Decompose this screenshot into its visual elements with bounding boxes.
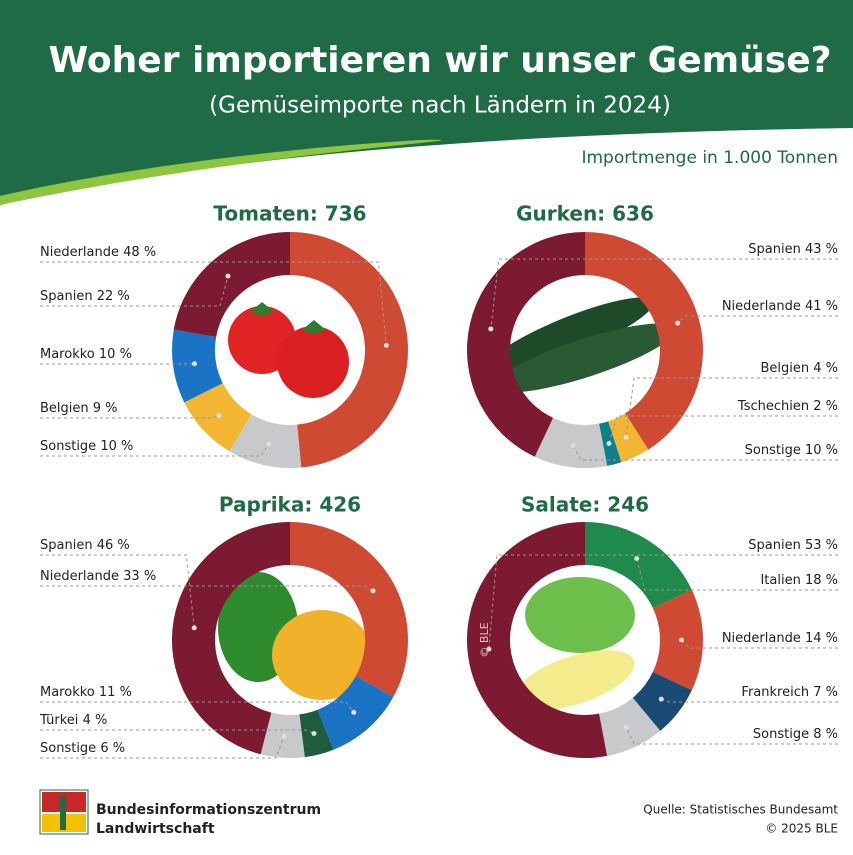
slice-label: Spanien 22 % <box>40 289 130 304</box>
value-label: 18 % <box>805 573 838 588</box>
leader-dot <box>634 556 639 561</box>
category-label: Niederlande <box>40 569 119 584</box>
leader-dot <box>192 625 197 630</box>
category-label: Niederlande <box>40 245 119 260</box>
category-label: Marokko <box>40 685 95 700</box>
value-label: 33 % <box>123 569 156 584</box>
org-line: Bundesinformationszentrum <box>96 802 321 818</box>
leader-dot <box>675 321 680 326</box>
value-label: 10 % <box>99 347 132 362</box>
category-label: Italien <box>760 573 800 588</box>
leader-line <box>40 555 194 628</box>
value-label: 10 % <box>100 439 133 454</box>
leader-dot <box>570 443 575 448</box>
category-label: Spanien <box>40 289 93 304</box>
title: Woher importieren wir unser Gemüse? <box>49 40 832 81</box>
slice-label: Belgien 9 % <box>40 401 118 416</box>
value-label: 8 % <box>813 727 838 742</box>
unit-note: Importmenge in 1.000 Tonnen <box>581 148 838 168</box>
leader-dot <box>624 435 629 440</box>
slice-label: Niederlande 14 % <box>722 631 838 646</box>
leader-dot <box>281 734 286 739</box>
slice-label: Sonstige 10 % <box>745 443 838 458</box>
slice-label: Frankreich 7 % <box>741 685 838 700</box>
value-label: 14 % <box>805 631 838 646</box>
value-label: 2 % <box>813 399 838 414</box>
value-label: 48 % <box>123 245 156 260</box>
category-label: Belgien <box>760 361 809 376</box>
slice-label: Marokko 11 % <box>40 685 132 700</box>
value-label: 41 % <box>805 299 838 314</box>
value-label: 4 % <box>83 713 108 728</box>
value-label: 22 % <box>97 289 130 304</box>
slice-label: Belgien 4 % <box>760 361 838 376</box>
leader-dot <box>371 588 376 593</box>
subtitle: (Gemüseimporte nach Ländern in 2024) <box>209 93 671 119</box>
leader-dot <box>225 274 230 279</box>
value-label: 11 % <box>99 685 132 700</box>
category-label: Niederlande <box>722 299 801 314</box>
value-label: 10 % <box>805 443 838 458</box>
leader-line <box>678 316 838 323</box>
leader-line <box>661 699 838 702</box>
source: Quelle: Statistisches Bundesamt <box>643 803 838 817</box>
category-label: Sonstige <box>40 741 96 756</box>
slice-label: Türkei 4 % <box>39 713 107 728</box>
category-label: Belgien <box>40 401 89 416</box>
category-label: Spanien <box>40 538 93 553</box>
category-label: Tschechien <box>737 399 809 414</box>
org-line: Landwirtschaft <box>96 821 215 837</box>
category-label: Marokko <box>40 347 95 362</box>
slice-label: Spanien 53 % <box>748 538 838 553</box>
slice-label: Tschechien 2 % <box>737 399 838 414</box>
value-label: 46 % <box>97 538 130 553</box>
slice-label: Niederlande 33 % <box>40 569 156 584</box>
category-label: Spanien <box>748 538 801 553</box>
leader-dot <box>311 731 316 736</box>
leader-dot <box>488 326 493 331</box>
category-label: Frankreich <box>741 685 809 700</box>
watermark: © BLE <box>478 622 491 657</box>
leader-dot <box>384 343 389 348</box>
category-label: Sonstige <box>40 439 96 454</box>
leader-dot <box>659 697 664 702</box>
slice-label: Niederlande 41 % <box>722 299 838 314</box>
slice-label: Niederlande 48 % <box>40 245 156 260</box>
value-label: 9 % <box>93 401 118 416</box>
slice <box>653 590 703 690</box>
leader-dot <box>624 725 629 730</box>
category-label: Sonstige <box>753 727 809 742</box>
slice-label: Marokko 10 % <box>40 347 132 362</box>
logo <box>40 790 88 834</box>
value-label: 43 % <box>805 242 838 257</box>
slice-label: Sonstige 8 % <box>753 727 838 742</box>
value-label: 7 % <box>813 685 838 700</box>
leader-dot <box>606 441 611 446</box>
chart-title: Tomaten: 736 <box>213 202 366 226</box>
leader-dot <box>679 638 684 643</box>
slice-label: Sonstige 10 % <box>40 439 133 454</box>
chart-title: Salate: 246 <box>521 493 649 517</box>
category-label: Sonstige <box>745 443 801 458</box>
infographic: Woher importieren wir unser Gemüse? (Gem… <box>0 0 853 855</box>
chart-title: Paprika: 426 <box>219 493 361 517</box>
category-label: Türkei <box>39 713 78 728</box>
chart-title: Gurken: 636 <box>516 202 654 226</box>
value-label: 6 % <box>100 741 125 756</box>
slice-label: Spanien 46 % <box>40 538 130 553</box>
copyright: © 2025 BLE <box>765 822 838 836</box>
value-label: 53 % <box>805 538 838 553</box>
category-label: Spanien <box>748 242 801 257</box>
leader-dot <box>217 413 222 418</box>
leader-dot <box>351 710 356 715</box>
slice-label: Spanien 43 % <box>748 242 838 257</box>
leader-dot <box>266 442 271 447</box>
leader-dot <box>192 361 197 366</box>
slice-label: Sonstige 6 % <box>40 741 125 756</box>
category-label: Niederlande <box>722 631 801 646</box>
value-label: 4 % <box>813 361 838 376</box>
slice-label: Italien 18 % <box>760 573 838 588</box>
